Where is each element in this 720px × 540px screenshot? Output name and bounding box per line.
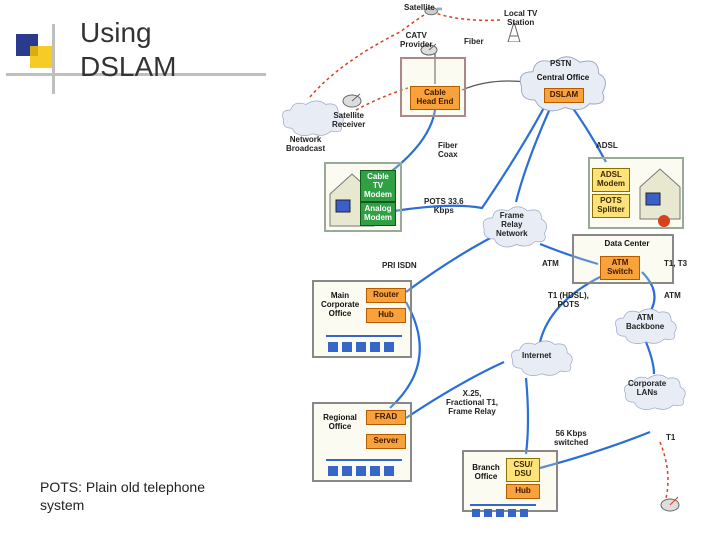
sat-receiver-dish-icon xyxy=(342,92,364,110)
label-catv: CATV Provider xyxy=(400,32,432,50)
node-server: Server xyxy=(366,434,406,449)
label-t1-hdsl: T1 (HDSL), POTS xyxy=(548,292,589,310)
node-main-corp-lbl: Main Corporate Office xyxy=(318,290,362,320)
label-internet: Internet xyxy=(522,352,551,361)
label-atm2: ATM xyxy=(664,292,681,301)
title-line1: Using xyxy=(80,16,176,50)
node-csu-dsu: CSU/ DSU xyxy=(506,458,540,482)
label-x25: X.25, Fractional T1, Frame Relay xyxy=(446,390,498,416)
node-dslam: DSLAM xyxy=(544,88,584,103)
label-56k: 56 Kbps switched xyxy=(554,430,588,448)
node-atm-switch: ATM Switch xyxy=(600,256,640,280)
label-pots336: POTS 33.6 Kbps xyxy=(424,198,464,216)
label-atm-backbone: ATM Backbone xyxy=(626,314,664,332)
label-localtv: Local TV Station xyxy=(504,10,537,28)
title-line2: DSLAM xyxy=(80,50,176,84)
label-corporate-lans: Corporate LANs xyxy=(628,380,666,398)
label-frame-relay: Frame Relay Network xyxy=(496,212,528,238)
node-pots-splitter: POTS Splitter xyxy=(592,194,630,218)
label-t1-t3: T1, T3 xyxy=(664,260,687,269)
remote-dish-icon xyxy=(660,494,682,516)
node-hub-branch: Hub xyxy=(506,484,540,499)
node-analog-modem: Analog Modem xyxy=(360,202,396,226)
label-sat-receiver: Satellite Receiver xyxy=(332,112,365,130)
network-diagram: Satellite CATV Provider Fiber Local TV S… xyxy=(270,2,718,538)
label-t1b: T1 xyxy=(666,434,675,443)
node-data-center-lbl: Data Center xyxy=(592,238,662,251)
node-router: Router xyxy=(366,288,406,303)
label-adsl: ADSL xyxy=(596,142,618,151)
title-bg-yellow-square xyxy=(30,46,52,68)
label-network-broadcast: Network Broadcast xyxy=(286,136,325,154)
label-pri-isdn: PRI ISDN xyxy=(382,262,417,271)
node-frad: FRAD xyxy=(366,410,406,425)
label-fiber: Fiber xyxy=(464,38,484,47)
rack-branch xyxy=(468,502,538,518)
rack-main xyxy=(322,332,406,356)
node-adsl-modem: ADSL Modem xyxy=(592,168,630,192)
footnote-pots: POTS: Plain old telephone system xyxy=(40,478,205,514)
node-regional-lbl: Regional Office xyxy=(318,412,362,434)
label-fiber-coax: Fiber Coax xyxy=(438,142,458,160)
node-central-office: Central Office xyxy=(528,72,598,85)
node-hub-main: Hub xyxy=(366,308,406,323)
label-atm: ATM xyxy=(542,260,559,269)
slide-title: Using DSLAM xyxy=(80,16,176,83)
node-branch-lbl: Branch Office xyxy=(468,462,504,484)
title-vline xyxy=(52,24,55,94)
node-cable-head-end: Cable Head End xyxy=(410,86,460,110)
node-cable-tv-modem: Cable TV Modem xyxy=(360,170,396,202)
label-satellite: Satellite xyxy=(404,4,435,13)
label-pstn: PSTN xyxy=(550,60,571,69)
rack-regional xyxy=(322,456,406,480)
